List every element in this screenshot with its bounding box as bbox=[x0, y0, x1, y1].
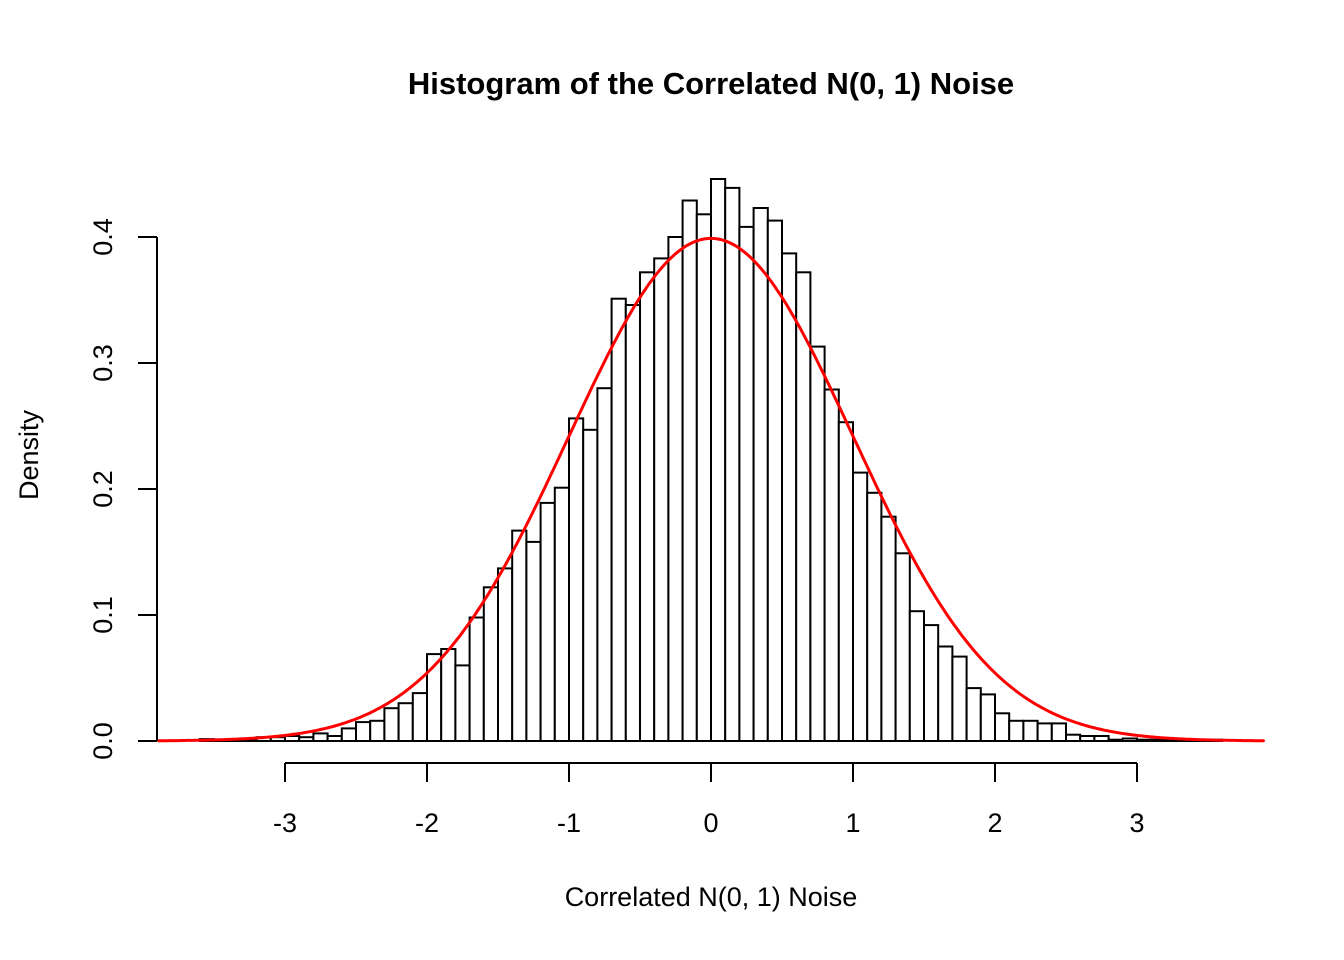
histogram-bar bbox=[639, 271, 656, 742]
normal-density-curve bbox=[157, 236, 1265, 743]
histogram-bar bbox=[312, 732, 329, 743]
histogram-bar bbox=[738, 225, 755, 742]
histogram-bar bbox=[1079, 735, 1096, 742]
histogram-bar bbox=[1065, 733, 1082, 743]
histogram-bar bbox=[979, 693, 996, 743]
histogram-bar bbox=[355, 721, 372, 742]
histogram-bar bbox=[809, 345, 826, 742]
histogram-bar bbox=[1022, 719, 1039, 742]
histogram-bar bbox=[766, 219, 783, 743]
histogram-bar bbox=[908, 610, 925, 743]
histogram-bars bbox=[198, 178, 1224, 743]
chart-title: Histogram of the Correlated N(0, 1) Nois… bbox=[408, 66, 1014, 101]
histogram-bar bbox=[866, 491, 883, 742]
histogram-bar bbox=[951, 655, 968, 742]
histogram-bar bbox=[852, 471, 869, 742]
histogram-bar bbox=[695, 213, 712, 743]
y-axis: 0.0 0.1 0.2 0.3 0.4 bbox=[88, 218, 158, 760]
y-tick-label: 0.2 bbox=[88, 470, 118, 508]
x-tick-label: -3 bbox=[273, 808, 297, 838]
histogram-bar bbox=[553, 486, 570, 743]
histogram-bar bbox=[965, 687, 982, 742]
histogram-bar bbox=[624, 304, 641, 742]
histogram-bar bbox=[525, 540, 542, 743]
histogram-bar bbox=[923, 624, 940, 742]
histogram-bar bbox=[1050, 722, 1068, 743]
histogram-bar bbox=[681, 199, 698, 742]
histogram-bar bbox=[582, 428, 599, 742]
x-axis: -3 -2 -1 0 1 2 3 bbox=[273, 762, 1145, 838]
histogram-bar bbox=[894, 552, 911, 742]
histogram-bar bbox=[880, 515, 897, 743]
histogram-bar bbox=[610, 297, 627, 742]
y-tick-label: 0.3 bbox=[88, 344, 118, 382]
histogram-bar bbox=[397, 702, 414, 743]
x-tick-label: -1 bbox=[557, 808, 581, 838]
histogram-bar bbox=[1036, 722, 1053, 743]
histogram-bar bbox=[781, 252, 798, 742]
x-tick-label: -2 bbox=[415, 808, 439, 838]
histogram-bar bbox=[298, 736, 315, 743]
histogram-bar bbox=[823, 388, 840, 742]
histogram-bar bbox=[568, 417, 585, 742]
y-tick-label: 0.1 bbox=[88, 596, 118, 634]
histogram-bar bbox=[383, 707, 400, 743]
histogram-bar bbox=[497, 567, 514, 743]
histogram-bar bbox=[1008, 719, 1025, 742]
x-tick-label: 2 bbox=[987, 808, 1002, 838]
histogram-bar bbox=[284, 735, 301, 742]
x-tick-label: 1 bbox=[845, 808, 860, 838]
histogram-bar bbox=[653, 257, 670, 742]
histogram-bar bbox=[752, 207, 769, 742]
histogram-bar bbox=[1136, 738, 1153, 743]
histogram-bar bbox=[411, 692, 428, 742]
histogram-bar bbox=[994, 712, 1011, 742]
histogram-bar bbox=[1121, 737, 1139, 742]
histogram-bar bbox=[539, 501, 556, 742]
histogram-bar bbox=[326, 735, 343, 742]
histogram-bar bbox=[837, 421, 854, 742]
histogram-bar bbox=[340, 727, 357, 743]
y-axis-label: Density bbox=[14, 409, 44, 500]
histogram-bar bbox=[1107, 738, 1124, 743]
x-axis-label: Correlated N(0, 1) Noise bbox=[565, 882, 858, 912]
histogram-bar bbox=[1093, 735, 1110, 742]
x-tick-label: 3 bbox=[1129, 808, 1144, 838]
histogram-bar bbox=[454, 664, 471, 743]
histogram-bar bbox=[937, 645, 954, 742]
histogram-bar bbox=[1150, 738, 1167, 743]
histogram-bar bbox=[724, 186, 741, 742]
histogram-bar bbox=[511, 529, 528, 742]
histogram-bar bbox=[468, 616, 485, 742]
histogram-bar bbox=[440, 648, 457, 742]
histogram-bar bbox=[710, 178, 727, 742]
plot-area: 0.0 0.1 0.2 0.3 0.4 -3 -2 -1 0 1 2 3 bbox=[88, 178, 1265, 838]
histogram-bar bbox=[667, 236, 684, 742]
y-tick-label: 0.4 bbox=[88, 218, 118, 256]
histogram-bar bbox=[482, 586, 499, 742]
histogram-bar bbox=[596, 387, 613, 742]
x-tick-label: 0 bbox=[703, 808, 718, 838]
histogram-bar bbox=[369, 719, 386, 742]
y-tick-label: 0.0 bbox=[88, 722, 118, 760]
